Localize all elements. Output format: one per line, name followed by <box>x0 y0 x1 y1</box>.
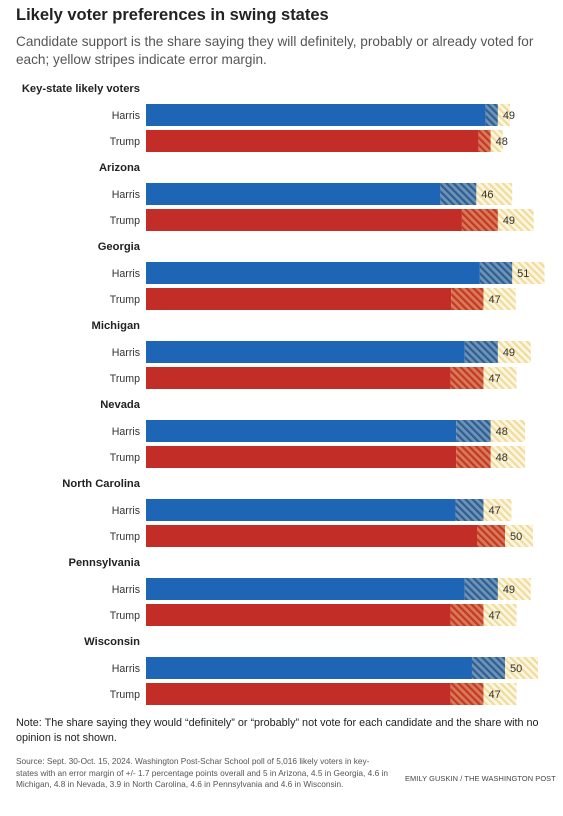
bar-trump-key-state-likely-voters <box>146 130 479 152</box>
margin-band-trump-georgia <box>483 288 516 310</box>
margin-band-harris-arizona <box>476 183 513 205</box>
margin-band-trump-key-state-likely-voters <box>490 130 503 152</box>
margin-band-harris-nevada <box>490 420 526 442</box>
data-label-harris-key-state-likely-voters: 49 <box>503 110 515 122</box>
bar-trump-arizona <box>146 209 462 231</box>
bar-harris-key-state-likely-voters <box>146 104 486 126</box>
category-label: Harris <box>112 426 140 438</box>
group-label-north-carolina: North Carolina <box>62 478 140 490</box>
category-label: Harris <box>112 347 140 359</box>
data-label-trump-georgia: 47 <box>488 294 500 306</box>
margin-band-trump-wisconsin <box>483 683 517 705</box>
bar-margin-trump-pennsylvania <box>450 604 484 626</box>
category-label: Harris <box>112 189 140 201</box>
data-label-harris-michigan: 49 <box>503 347 515 359</box>
category-label: Trump <box>110 610 140 622</box>
group-label-georgia: Georgia <box>98 241 141 253</box>
data-label-trump-nevada: 48 <box>496 452 508 464</box>
margin-band-harris-north-carolina <box>483 499 512 521</box>
data-label-harris-arizona: 46 <box>481 189 493 201</box>
data-label-harris-nevada: 48 <box>496 426 508 438</box>
margin-band-harris-michigan <box>497 341 531 363</box>
margin-band-harris-wisconsin <box>505 657 539 679</box>
category-label: Trump <box>110 373 140 385</box>
bar-harris-georgia <box>146 262 480 284</box>
bar-margin-trump-north-carolina <box>476 525 505 547</box>
chart-credit: EMILY GUSKIN / THE WASHINGTON POST <box>405 774 556 783</box>
bar-margin-trump-nevada <box>456 446 491 468</box>
data-label-trump-arizona: 49 <box>503 215 515 227</box>
bar-harris-nevada <box>146 420 457 442</box>
group-label-key-state-likely-voters: Key-state likely voters <box>22 83 140 95</box>
category-label: Trump <box>110 452 140 464</box>
data-label-trump-wisconsin: 47 <box>488 689 500 701</box>
bar-trump-michigan <box>146 367 451 389</box>
bar-margin-trump-michigan <box>450 367 484 389</box>
bar-margin-trump-georgia <box>451 288 484 310</box>
margin-band-trump-nevada <box>490 446 526 468</box>
chart-note: Note: The share saying they would “defin… <box>16 717 539 744</box>
bar-margin-trump-key-state-likely-voters <box>478 130 491 152</box>
group-label-pennsylvania: Pennsylvania <box>68 557 140 569</box>
data-label-trump-pennsylvania: 47 <box>488 610 500 622</box>
bar-chart: Key-state likely voters Harris 49 Trump 48 Ar… <box>22 83 545 705</box>
data-label-trump-michigan: 47 <box>488 373 500 385</box>
data-label-harris-georgia: 51 <box>517 268 529 280</box>
chart-subtitle: Candidate support is the share saying th… <box>16 34 534 67</box>
category-label: Trump <box>110 294 140 306</box>
bar-trump-pennsylvania <box>146 604 451 626</box>
bar-harris-michigan <box>146 341 465 363</box>
data-label-trump-key-state-likely-voters: 48 <box>496 136 508 148</box>
bar-margin-harris-wisconsin <box>471 657 505 679</box>
chart-title: Likely voter preferences in swing states <box>16 6 329 24</box>
bar-margin-trump-arizona <box>461 209 498 231</box>
bar-margin-harris-pennsylvania <box>464 578 498 600</box>
margin-band-trump-north-carolina <box>505 525 534 547</box>
category-label: Harris <box>112 584 140 596</box>
category-label: Harris <box>112 110 140 122</box>
margin-band-harris-pennsylvania <box>497 578 531 600</box>
bar-trump-georgia <box>146 288 452 310</box>
data-label-harris-wisconsin: 50 <box>510 663 522 675</box>
bar-harris-pennsylvania <box>146 578 465 600</box>
data-label-harris-pennsylvania: 49 <box>503 584 515 596</box>
bar-margin-harris-georgia <box>479 262 513 284</box>
bar-margin-trump-wisconsin <box>450 683 484 705</box>
bar-harris-wisconsin <box>146 657 472 679</box>
bar-margin-harris-arizona <box>440 183 477 205</box>
group-label-nevada: Nevada <box>100 399 141 411</box>
data-label-harris-north-carolina: 47 <box>488 505 500 517</box>
group-label-wisconsin: Wisconsin <box>84 636 140 648</box>
category-label: Trump <box>110 215 140 227</box>
margin-band-trump-arizona <box>497 209 534 231</box>
category-label: Harris <box>112 505 140 517</box>
chart-groups: Key-state likely voters Harris 49 Trump 48 Ar… <box>22 83 545 705</box>
category-label: Harris <box>112 663 140 675</box>
group-label-michigan: Michigan <box>92 320 141 332</box>
margin-band-harris-georgia <box>512 262 545 284</box>
bar-harris-north-carolina <box>146 499 456 521</box>
margin-band-trump-pennsylvania <box>483 604 517 626</box>
margin-band-harris-key-state-likely-voters <box>497 104 511 126</box>
margin-band-trump-michigan <box>483 367 517 389</box>
bar-margin-harris-nevada <box>456 420 491 442</box>
data-label-trump-north-carolina: 50 <box>510 531 522 543</box>
category-label: Harris <box>112 268 140 280</box>
category-label: Trump <box>110 531 140 543</box>
group-label-arizona: Arizona <box>99 162 141 174</box>
bar-margin-harris-key-state-likely-voters <box>485 104 498 126</box>
bar-margin-harris-michigan <box>464 341 498 363</box>
bar-trump-north-carolina <box>146 525 477 547</box>
bar-trump-nevada <box>146 446 457 468</box>
bar-trump-wisconsin <box>146 683 451 705</box>
bar-margin-harris-north-carolina <box>455 499 484 521</box>
bar-harris-arizona <box>146 183 441 205</box>
category-label: Trump <box>110 136 140 148</box>
chart-source: Source: Sept. 30-Oct. 15, 2024. Washingt… <box>16 756 388 790</box>
category-label: Trump <box>110 689 140 701</box>
